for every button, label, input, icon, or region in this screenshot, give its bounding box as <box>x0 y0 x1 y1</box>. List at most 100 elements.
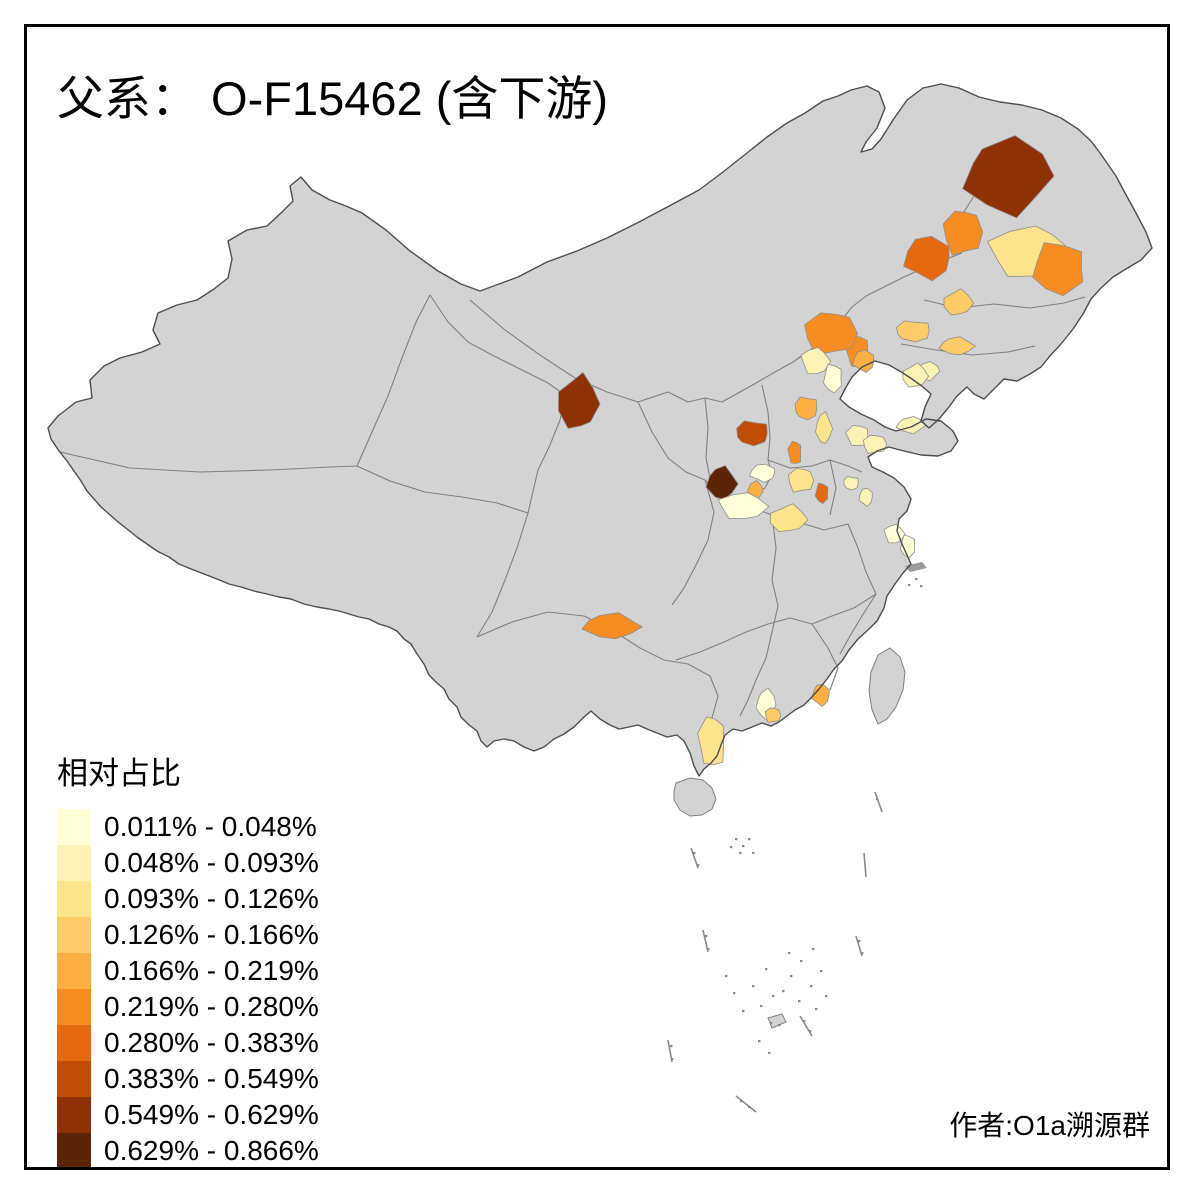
map-region <box>788 467 815 493</box>
map-region <box>787 441 802 464</box>
sea-boundary-dash <box>735 1095 757 1113</box>
island-speck <box>820 970 823 973</box>
legend-swatch <box>57 989 91 1025</box>
island-speck <box>735 838 738 841</box>
island-speck <box>772 995 775 998</box>
map-region <box>942 210 983 256</box>
map-region <box>896 320 930 343</box>
province-border <box>356 465 529 514</box>
legend-title: 相对占比 <box>57 756 181 791</box>
legend-rows: 0.011% - 0.048% 0.048% - 0.093% 0.093% -… <box>57 809 319 1169</box>
legend-label: 0.011% - 0.048% <box>104 811 317 842</box>
island-speck <box>670 1045 673 1048</box>
province-border <box>59 451 358 473</box>
island-speck <box>798 1000 801 1003</box>
legend-row: 0.011% - 0.048% <box>57 809 319 845</box>
island-speck <box>778 1024 781 1027</box>
map-region <box>800 347 832 375</box>
map-region <box>902 362 929 388</box>
island-speck <box>752 852 755 855</box>
province-border <box>839 593 877 655</box>
legend-row: 0.048% - 0.093% <box>57 845 319 881</box>
province-border <box>429 294 566 396</box>
map-region <box>852 349 875 373</box>
island-speck <box>810 985 813 988</box>
province-border <box>675 593 877 661</box>
map-region <box>697 716 724 766</box>
map-region <box>705 465 739 500</box>
map-region <box>764 707 782 723</box>
map-region <box>794 396 818 421</box>
province-border <box>847 523 877 595</box>
island-speck <box>768 1052 771 1055</box>
island-speck <box>782 990 785 993</box>
sea-boundary-dash <box>874 791 883 813</box>
legend-row: 0.280% - 0.383% <box>57 1025 319 1061</box>
sea-islet <box>767 1013 787 1029</box>
island-speck <box>725 975 728 978</box>
legend-label: 0.383% - 0.549% <box>104 1063 319 1094</box>
province-border <box>900 343 1036 356</box>
hainan-island <box>673 777 717 817</box>
map-region <box>815 411 833 444</box>
china-landmass <box>48 84 1152 776</box>
legend-row: 0.549% - 0.629% <box>57 1097 319 1133</box>
legend: 相对占比 0.011% - 0.048% 0.048% - 0.093% 0.0… <box>57 748 319 1169</box>
map-region <box>717 492 770 519</box>
legend-label: 0.549% - 0.629% <box>104 1099 319 1130</box>
island-speck <box>815 1008 818 1011</box>
plot-frame-border <box>24 24 1170 1170</box>
island-speck <box>707 948 710 951</box>
page-title: 父系： O-F15462 (含下游) <box>57 72 609 125</box>
legend-swatch <box>57 953 91 989</box>
island-speck <box>803 1020 806 1023</box>
map-region <box>903 235 950 282</box>
map-region <box>938 336 976 356</box>
map-region <box>862 434 888 454</box>
legend-row: 0.219% - 0.280% <box>57 989 319 1025</box>
legend-swatch <box>57 917 91 953</box>
island-speck <box>748 1106 751 1109</box>
legend-swatch <box>57 1133 91 1169</box>
map-region <box>804 312 858 356</box>
island-speck <box>790 975 793 978</box>
province-border <box>637 401 719 493</box>
province-border <box>469 299 639 403</box>
island-speck <box>765 968 768 971</box>
legend-label: 0.280% - 0.383% <box>104 1027 319 1058</box>
legend-row: 0.629% - 0.866% <box>57 1133 319 1169</box>
island-speck <box>858 940 861 943</box>
island-speck <box>800 960 803 963</box>
national-boundary <box>47 83 1153 777</box>
island-speck <box>770 1022 773 1025</box>
island-speck <box>788 952 791 955</box>
island-speck <box>671 1058 674 1061</box>
island-speck <box>733 992 736 995</box>
legend-label: 0.048% - 0.093% <box>104 847 319 878</box>
island-speck <box>730 846 733 849</box>
island-speck <box>693 852 696 855</box>
legend-label: 0.093% - 0.126% <box>104 883 319 914</box>
province-border <box>761 384 771 461</box>
island-speck <box>908 584 911 587</box>
legend-swatch <box>57 1025 91 1061</box>
map-region <box>558 371 601 429</box>
legend-label: 0.166% - 0.219% <box>104 955 319 986</box>
map-region <box>962 135 1055 219</box>
island-speck <box>812 948 815 951</box>
sea-boundary-dash <box>799 1015 813 1037</box>
island-speck <box>752 985 755 988</box>
island-speck <box>739 852 742 855</box>
island-speck <box>740 1100 743 1103</box>
legend-row: 0.166% - 0.219% <box>57 953 319 989</box>
island-speck <box>705 935 708 938</box>
island-speck <box>809 1030 812 1033</box>
estuary-island <box>905 562 927 572</box>
map-region <box>814 482 829 505</box>
island-speck <box>742 845 745 848</box>
legend-label: 0.219% - 0.280% <box>104 991 319 1022</box>
province-border <box>739 679 757 717</box>
legend-swatch <box>57 1097 91 1133</box>
